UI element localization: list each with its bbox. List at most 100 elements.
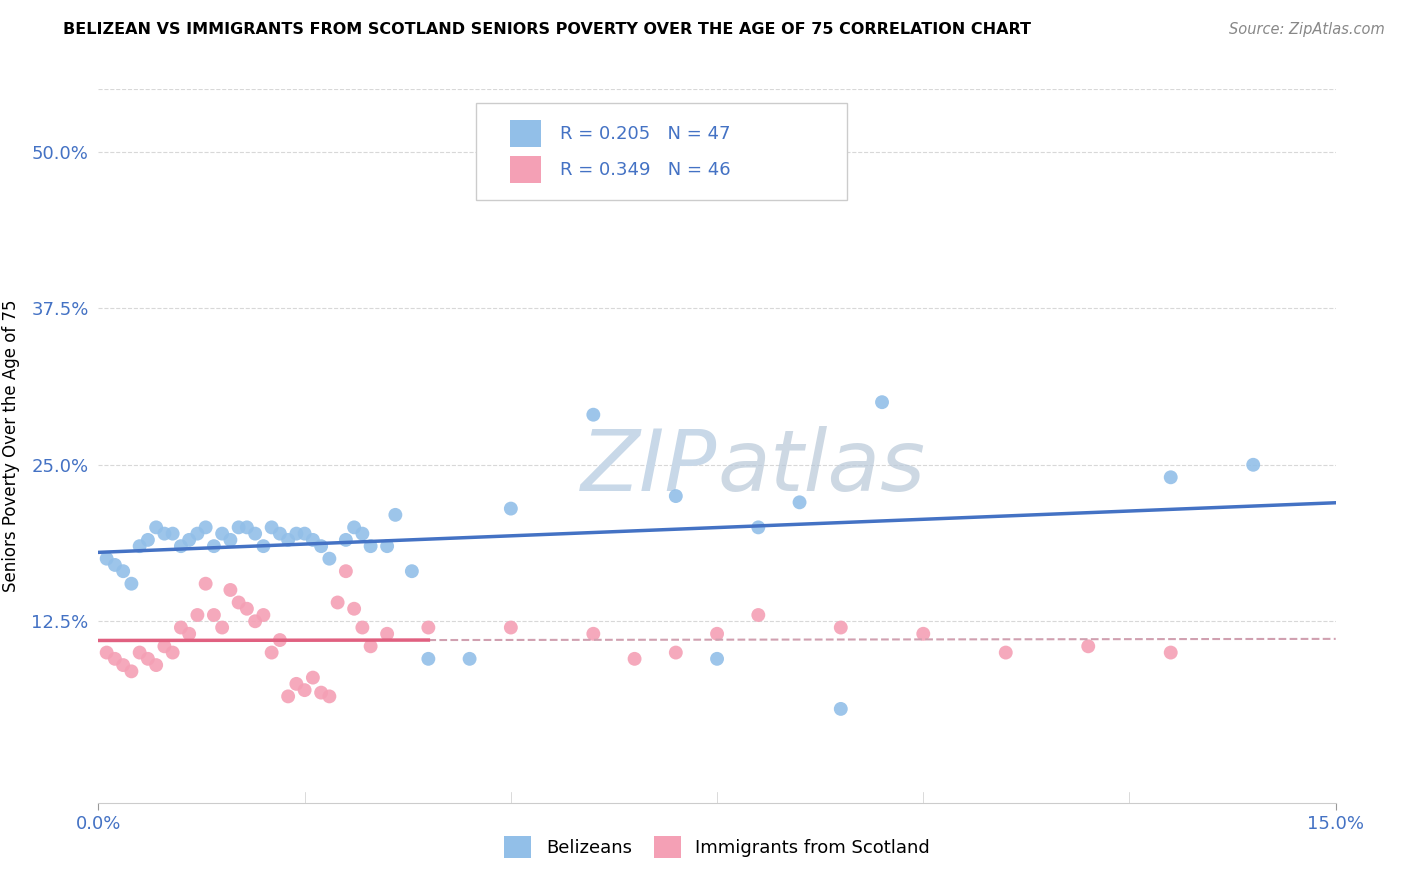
Point [153, 526, 176, 541]
Point [162, 526, 184, 541]
Point [335, 533, 357, 547]
Point [252, 539, 274, 553]
Point [194, 576, 217, 591]
Point [243, 526, 266, 541]
Point [219, 533, 242, 547]
Point [706, 652, 728, 666]
Point [1160, 646, 1182, 660]
Point [228, 520, 250, 534]
Point [360, 539, 382, 553]
Point [375, 627, 398, 641]
Point [128, 646, 150, 660]
Point [243, 614, 266, 628]
Text: R = 0.205   N = 47: R = 0.205 N = 47 [560, 125, 731, 143]
Point [170, 621, 193, 635]
Point [499, 501, 522, 516]
Point [269, 633, 291, 648]
Point [120, 576, 142, 591]
Point [1241, 458, 1264, 472]
Point [458, 652, 481, 666]
Point [252, 607, 274, 622]
Point [179, 533, 201, 547]
Point [269, 526, 291, 541]
Point [318, 551, 340, 566]
Point [277, 690, 299, 704]
Point [326, 595, 349, 609]
Point [96, 551, 118, 566]
Point [186, 526, 208, 541]
Point [194, 520, 217, 534]
Point [136, 533, 159, 547]
Point [153, 640, 176, 654]
Point [343, 601, 366, 615]
Point [418, 621, 440, 635]
Point [582, 408, 605, 422]
Point [96, 646, 118, 660]
Point [202, 607, 225, 622]
Point [179, 627, 201, 641]
Point [145, 658, 167, 673]
FancyBboxPatch shape [510, 120, 541, 147]
Point [499, 621, 522, 635]
Point [128, 539, 150, 553]
Point [1077, 640, 1099, 654]
Point [747, 607, 769, 622]
Point [318, 690, 340, 704]
Point [136, 652, 159, 666]
Point [870, 395, 893, 409]
Point [145, 520, 167, 534]
Point [228, 595, 250, 609]
Point [302, 533, 325, 547]
Point [170, 539, 193, 553]
Point [665, 489, 688, 503]
Point [994, 646, 1017, 660]
Point [789, 495, 811, 509]
Point [186, 607, 208, 622]
Point [236, 601, 259, 615]
Y-axis label: Seniors Poverty Over the Age of 75: Seniors Poverty Over the Age of 75 [3, 300, 20, 592]
Point [706, 627, 728, 641]
Point [294, 683, 316, 698]
FancyBboxPatch shape [510, 156, 541, 183]
Point [202, 539, 225, 553]
Point [277, 533, 299, 547]
Point [112, 564, 135, 578]
Point [830, 621, 852, 635]
Point [120, 665, 142, 679]
Point [401, 564, 423, 578]
Point [623, 652, 645, 666]
Point [343, 520, 366, 534]
Point [294, 526, 316, 541]
Point [236, 520, 259, 534]
Text: BELIZEAN VS IMMIGRANTS FROM SCOTLAND SENIORS POVERTY OVER THE AGE OF 75 CORRELAT: BELIZEAN VS IMMIGRANTS FROM SCOTLAND SEN… [63, 22, 1031, 37]
Point [104, 558, 127, 572]
Point [112, 658, 135, 673]
Point [352, 621, 374, 635]
Point [912, 627, 935, 641]
Point [260, 646, 283, 660]
Point [582, 627, 605, 641]
Point [302, 671, 325, 685]
Point [665, 646, 688, 660]
Point [384, 508, 406, 522]
FancyBboxPatch shape [475, 103, 846, 200]
Point [309, 685, 332, 699]
Point [104, 652, 127, 666]
Legend: Belizeans, Immigrants from Scotland: Belizeans, Immigrants from Scotland [498, 829, 936, 865]
Point [418, 652, 440, 666]
Point [1160, 470, 1182, 484]
Point [335, 564, 357, 578]
Text: R = 0.349   N = 46: R = 0.349 N = 46 [560, 161, 731, 178]
Point [162, 646, 184, 660]
Point [352, 526, 374, 541]
Point [260, 520, 283, 534]
Point [830, 702, 852, 716]
Point [285, 526, 308, 541]
Point [360, 640, 382, 654]
Point [285, 677, 308, 691]
Point [211, 526, 233, 541]
Text: atlas: atlas [717, 425, 925, 509]
Text: ZIP: ZIP [581, 425, 717, 509]
Point [375, 539, 398, 553]
Point [747, 520, 769, 534]
